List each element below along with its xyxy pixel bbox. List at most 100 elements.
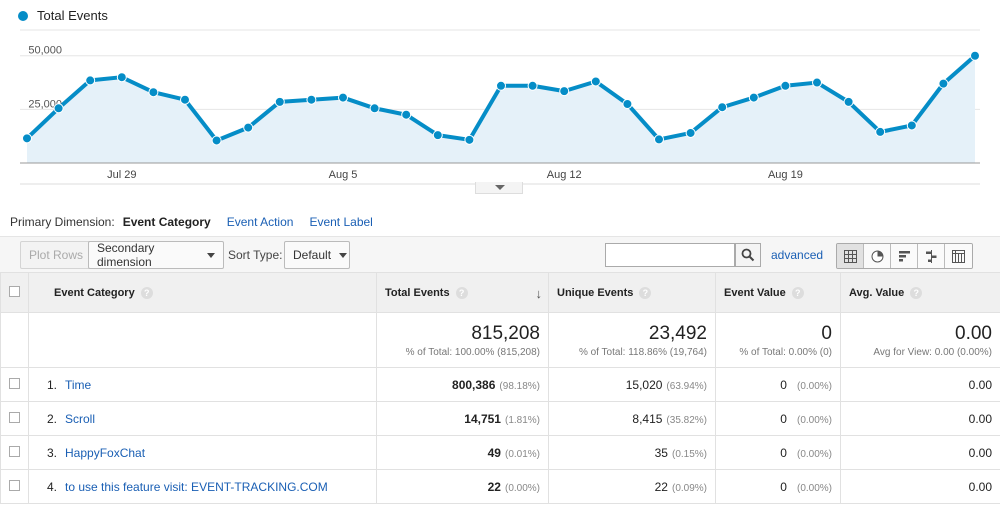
- pie-view-button[interactable]: [864, 244, 891, 268]
- table-header-row: Event Category? Total Events? ↓ Unique Ev…: [0, 272, 1000, 313]
- row-category-link[interactable]: Scroll: [65, 411, 96, 426]
- chart-collapse-handle[interactable]: [475, 182, 523, 194]
- comparison-view-button[interactable]: [918, 244, 945, 268]
- select-all-cell: [0, 272, 29, 313]
- data-point: [464, 134, 475, 145]
- line-chart: 50,000 25,000 Jul 29 Aug 5 Aug 12 Aug 19: [20, 29, 980, 185]
- header-total-events-label: Total Events: [385, 286, 450, 299]
- x-tick-label: Jul 29: [107, 169, 136, 181]
- sort-type-dropdown[interactable]: Default: [284, 241, 350, 269]
- row-checkbox[interactable]: [9, 377, 20, 389]
- select-all-checkbox[interactable]: [9, 285, 20, 297]
- row-category-link[interactable]: to use this feature visit: EVENT-TRACKIN…: [65, 479, 328, 494]
- table-body: 1. Time 800,386 (98.18%) 15,020 (63.94%) 0 (…: [0, 367, 1000, 504]
- data-point: [685, 127, 696, 138]
- x-tick-label: Aug 12: [547, 169, 582, 181]
- help-icon[interactable]: ?: [455, 286, 468, 299]
- header-total-events[interactable]: Total Events? ↓: [376, 272, 549, 313]
- totals-event-value: 0 % of Total: 0.00% (0): [715, 312, 841, 368]
- dimension-event-label[interactable]: Event Label: [309, 215, 373, 229]
- search-button[interactable]: [735, 243, 761, 267]
- data-point: [496, 80, 506, 91]
- row-select-cell: [0, 469, 29, 504]
- data-point: [243, 122, 254, 133]
- data-point: [780, 80, 791, 91]
- row-unique-events-pct: (35.82%): [666, 414, 707, 426]
- table-row: 1. Time 800,386 (98.18%) 15,020 (63.94%) 0 (…: [0, 367, 1000, 402]
- header-event-value[interactable]: Event Value?: [715, 272, 841, 313]
- table-row: 2. Scroll 14,751 (1.81%) 8,415 (35.82%) 0 (0…: [0, 401, 1000, 436]
- pivot-view-button[interactable]: [945, 244, 972, 268]
- row-event-value: 0 (0.00%): [715, 435, 841, 470]
- row-avg-value-value: 0.00: [968, 377, 992, 392]
- data-point: [369, 103, 380, 114]
- row-total-events: 14,751 (1.81%): [376, 401, 549, 436]
- totals-avg-value-value: 0.00: [955, 323, 992, 344]
- secondary-dimension-label: Secondary dimension: [97, 241, 155, 269]
- header-avg-value-label: Avg. Value: [849, 286, 905, 299]
- data-point: [875, 126, 886, 137]
- row-rank: 2.: [46, 411, 57, 426]
- row-unique-events-pct: (0.09%): [671, 482, 707, 494]
- secondary-dimension-dropdown[interactable]: Secondary dimension: [88, 241, 224, 269]
- row-total-events-value: 49: [487, 445, 501, 460]
- grid-icon: [843, 249, 857, 263]
- help-icon[interactable]: ?: [140, 286, 153, 299]
- row-total-events-pct: (98.18%): [499, 380, 540, 392]
- row-checkbox[interactable]: [9, 411, 20, 423]
- row-avg-value-value: 0.00: [968, 411, 992, 426]
- y-tick-label: 50,000: [28, 45, 62, 57]
- plot-rows-button[interactable]: Plot Rows: [20, 241, 93, 269]
- comparison-icon: [925, 249, 936, 263]
- row-checkbox[interactable]: [9, 445, 20, 457]
- totals-unique-events-sub: % of Total: 118.86% (19,764): [578, 347, 707, 358]
- header-event-value-label: Event Value: [724, 286, 786, 299]
- totals-row: 815,208 % of Total: 100.00% (815,208) 23…: [0, 312, 1000, 368]
- totals-event-value-value: 0: [821, 323, 832, 344]
- totals-total-events: 815,208 % of Total: 100.00% (815,208): [376, 312, 549, 368]
- row-category-link[interactable]: HappyFoxChat: [65, 445, 146, 460]
- dimension-event-action[interactable]: Event Action: [226, 215, 294, 229]
- row-total-events: 22 (0.00%): [376, 469, 549, 504]
- row-event-value: 0 (0.00%): [715, 469, 841, 504]
- row-category-link[interactable]: Time: [65, 377, 92, 392]
- row-avg-value: 0.00: [840, 469, 1000, 504]
- header-unique-events-label: Unique Events: [557, 286, 634, 299]
- row-unique-events: 8,415 (35.82%): [548, 401, 716, 436]
- advanced-filter-link[interactable]: advanced: [771, 248, 824, 262]
- header-avg-value[interactable]: Avg. Value?: [840, 272, 1000, 313]
- legend-marker: [18, 10, 28, 21]
- table-row: 3. HappyFoxChat 49 (0.01%) 35 (0.15%) 0 (0.0…: [0, 435, 1000, 470]
- row-event-value: 0 (0.00%): [715, 401, 841, 436]
- table-view-button[interactable]: [837, 244, 864, 268]
- totals-total-events-sub: % of Total: 100.00% (815,208): [405, 347, 540, 358]
- row-select-cell: [0, 367, 29, 402]
- x-tick-label: Aug 5: [329, 169, 358, 181]
- y-tick-label: 25,000: [28, 98, 62, 110]
- data-point: [148, 87, 159, 98]
- row-event-value-value: 0: [780, 479, 787, 494]
- row-event-value-value: 0: [780, 411, 787, 426]
- data-point: [211, 135, 222, 146]
- data-point: [843, 96, 854, 107]
- table-search-input[interactable]: [605, 243, 735, 267]
- header-unique-events[interactable]: Unique Events?: [548, 272, 716, 313]
- data-point: [22, 133, 32, 144]
- performance-view-button[interactable]: [891, 244, 918, 268]
- help-icon[interactable]: ?: [639, 286, 652, 299]
- row-checkbox[interactable]: [9, 479, 20, 491]
- row-total-events-value: 14,751: [464, 411, 501, 426]
- primary-dimension-bar: Primary Dimension: Event Category Event …: [10, 215, 389, 229]
- sort-descending-icon: ↓: [535, 286, 543, 301]
- totals-avg-value-sub: Avg for View: 0.00 (0.00%): [873, 347, 992, 358]
- row-total-events: 49 (0.01%): [376, 435, 549, 470]
- sort-type-value: Default: [293, 248, 332, 262]
- row-event-value-value: 0: [780, 377, 787, 392]
- header-event-category[interactable]: Event Category?: [28, 272, 377, 313]
- help-icon[interactable]: ?: [910, 286, 923, 299]
- row-event-value-pct: (0.00%): [796, 448, 832, 460]
- help-icon[interactable]: ?: [791, 286, 804, 299]
- primary-dimension-label: Primary Dimension:: [10, 215, 115, 229]
- row-total-events-pct: (0.00%): [504, 482, 540, 494]
- row-unique-events-value: 15,020: [625, 377, 663, 392]
